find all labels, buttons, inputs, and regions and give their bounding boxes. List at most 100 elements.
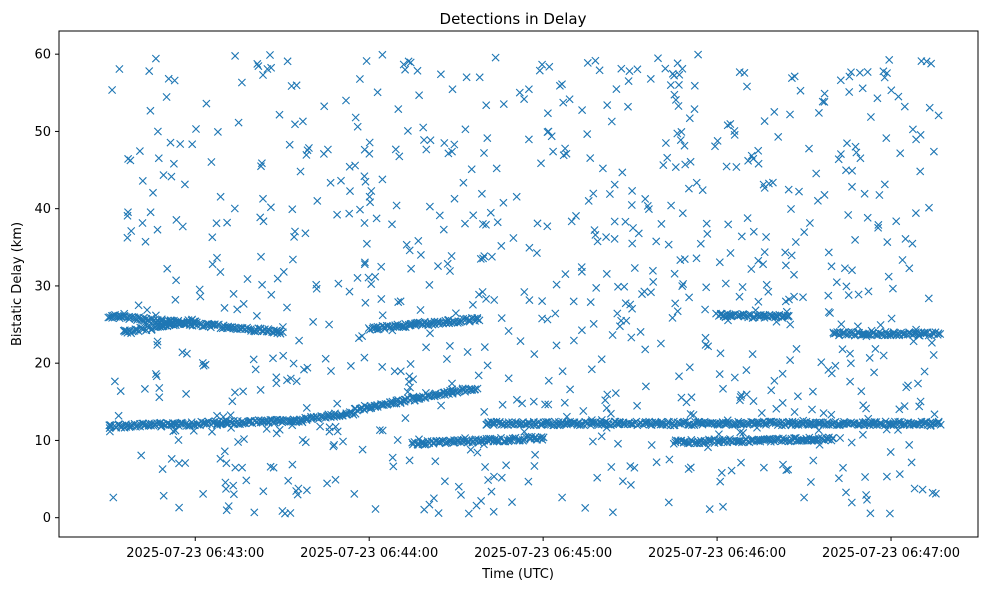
detection-point bbox=[569, 336, 578, 345]
detection-point bbox=[608, 508, 617, 517]
detection-point bbox=[796, 86, 805, 95]
detection-point bbox=[584, 196, 593, 205]
detection-point bbox=[764, 179, 773, 188]
detection-point bbox=[870, 368, 879, 377]
detection-point bbox=[532, 249, 541, 257]
detection-point bbox=[512, 395, 521, 404]
detection-point bbox=[927, 338, 936, 347]
detection-point bbox=[425, 280, 434, 289]
detection-point bbox=[480, 252, 489, 261]
detection-point bbox=[726, 249, 735, 257]
detection-point bbox=[124, 208, 132, 217]
detection-point bbox=[703, 229, 712, 238]
detection-point bbox=[671, 163, 680, 172]
detection-point bbox=[792, 344, 801, 353]
detection-point bbox=[146, 208, 155, 217]
detection-point bbox=[195, 285, 204, 294]
detection-point bbox=[425, 202, 434, 211]
detection-point bbox=[647, 441, 656, 449]
detection-point bbox=[618, 168, 627, 177]
detection-point bbox=[450, 140, 459, 149]
detection-point bbox=[301, 229, 310, 238]
detection-point bbox=[407, 264, 416, 273]
detection-point bbox=[508, 434, 517, 443]
detection-point bbox=[936, 330, 945, 338]
detection-point bbox=[873, 94, 882, 103]
detection-point bbox=[647, 288, 655, 297]
detection-point bbox=[404, 377, 413, 386]
y-tick-label: 40 bbox=[34, 202, 51, 217]
detection-point bbox=[228, 397, 237, 406]
detection-point bbox=[239, 299, 248, 308]
detection-point bbox=[126, 156, 135, 165]
detection-point bbox=[464, 509, 473, 518]
detection-point bbox=[886, 420, 895, 429]
detection-point bbox=[721, 279, 730, 288]
detection-point bbox=[266, 462, 275, 471]
detection-point bbox=[930, 410, 939, 419]
detection-point bbox=[378, 311, 387, 320]
detection-point bbox=[475, 290, 483, 299]
detection-point bbox=[808, 387, 817, 396]
detection-point bbox=[331, 475, 340, 484]
detection-point bbox=[164, 74, 173, 83]
detection-point bbox=[762, 233, 771, 241]
detection-point bbox=[302, 403, 311, 412]
detection-point bbox=[834, 474, 843, 483]
detection-point bbox=[686, 157, 695, 166]
detection-point bbox=[606, 409, 615, 418]
detection-point bbox=[483, 361, 492, 370]
detection-point bbox=[545, 62, 554, 71]
detection-point bbox=[167, 454, 176, 463]
detection-point bbox=[174, 436, 183, 444]
detection-point bbox=[162, 93, 171, 101]
detection-point bbox=[895, 405, 904, 414]
detection-point bbox=[440, 139, 449, 147]
detection-point bbox=[213, 253, 221, 262]
detection-point bbox=[827, 410, 836, 419]
detection-point bbox=[633, 65, 642, 74]
detection-point bbox=[222, 484, 230, 493]
detection-point bbox=[675, 70, 684, 79]
detection-point bbox=[461, 219, 469, 228]
detection-point bbox=[250, 508, 259, 517]
detection-point bbox=[473, 448, 482, 457]
detection-point bbox=[216, 268, 225, 276]
detection-point bbox=[143, 322, 152, 331]
detection-point bbox=[719, 384, 727, 393]
detection-point bbox=[298, 117, 307, 126]
detection-point bbox=[603, 101, 612, 110]
detection-point bbox=[601, 396, 610, 405]
detection-point bbox=[472, 501, 481, 510]
detection-point bbox=[516, 337, 525, 346]
detection-point bbox=[362, 239, 371, 248]
detection-point bbox=[597, 355, 606, 364]
detection-point bbox=[610, 217, 619, 226]
detection-point bbox=[143, 306, 152, 314]
detection-point bbox=[416, 250, 425, 259]
detection-point bbox=[749, 397, 758, 406]
detection-point bbox=[321, 354, 330, 363]
detection-point bbox=[446, 267, 454, 275]
detection-point bbox=[560, 398, 569, 407]
detection-point bbox=[490, 472, 498, 481]
detection-point bbox=[848, 266, 856, 275]
detection-point bbox=[908, 239, 917, 248]
detection-point bbox=[445, 341, 454, 350]
detection-point bbox=[723, 121, 732, 130]
detection-point bbox=[262, 424, 271, 433]
detection-point bbox=[738, 283, 747, 291]
detection-point bbox=[454, 482, 463, 491]
detection-point bbox=[591, 230, 600, 239]
detection-point bbox=[237, 78, 246, 87]
detection-point bbox=[372, 214, 381, 223]
detection-point bbox=[458, 384, 467, 393]
detection-point bbox=[905, 440, 914, 449]
detection-point bbox=[459, 178, 468, 187]
detection-point bbox=[831, 361, 840, 370]
detection-point bbox=[737, 391, 746, 399]
detection-point bbox=[182, 421, 191, 430]
detection-point bbox=[848, 166, 857, 175]
detection-point bbox=[447, 252, 456, 260]
detection-point bbox=[531, 450, 540, 459]
